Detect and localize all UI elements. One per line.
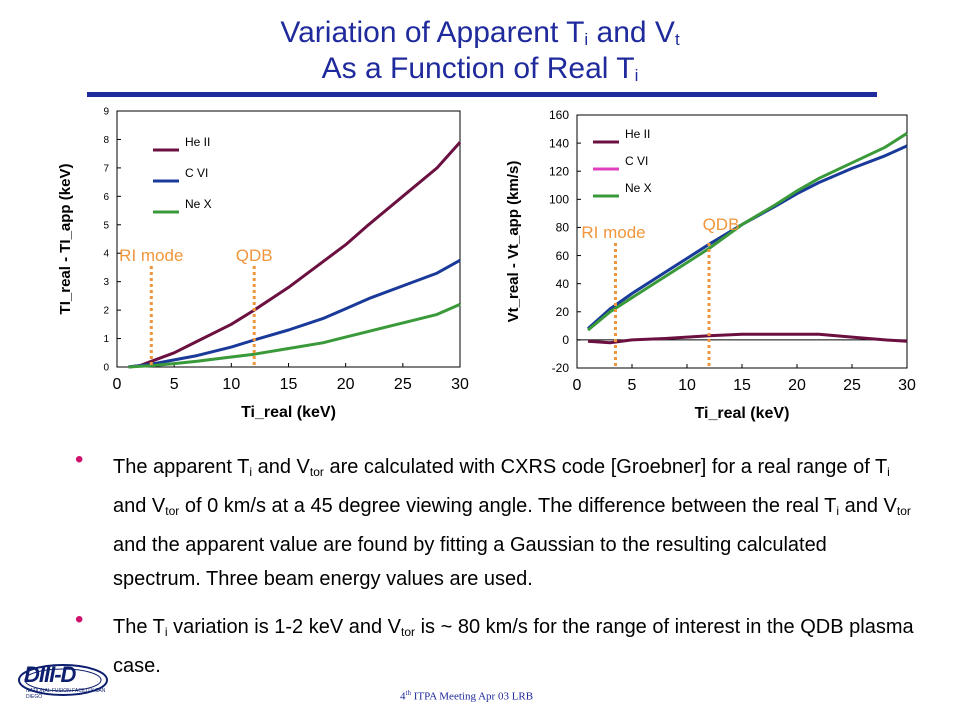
legend-label: C VI [185, 166, 208, 180]
legend-label: C VI [625, 154, 648, 168]
title-divider [87, 92, 877, 97]
y-tick-label: 5 [103, 220, 109, 231]
y-tick-label: 8 [103, 135, 109, 146]
x-tick-label: 0 [113, 376, 122, 393]
slide-title-line2: As a Function of Real Ti [0, 50, 960, 95]
marker-label: RI mode [581, 223, 645, 242]
bullet-subscript: i [836, 504, 840, 518]
marker-label: QDB [236, 246, 273, 265]
bullet-dot-icon: • [75, 606, 84, 633]
footer-prefix: 4 [400, 690, 406, 703]
y-tick-label: 1 [103, 334, 109, 345]
series-line [587, 332, 908, 345]
title-subscript: t [674, 30, 680, 49]
series-line [128, 258, 461, 369]
bullet-subscript: i [249, 465, 253, 479]
x-tick-label: 5 [628, 377, 637, 394]
y-tick-label: 20 [556, 305, 570, 319]
y-tick-label: 7 [103, 163, 109, 174]
x-axis-label: Ti_real (keV) [241, 404, 336, 421]
logo-subtext: NATIONAL FUSION FACILITY SAN DIEGO [26, 688, 106, 700]
bullet-subscript: tor [309, 465, 324, 479]
y-tick-label: 80 [556, 221, 570, 235]
y-tick-label: 0 [562, 333, 569, 347]
series-line [128, 303, 461, 369]
bullet-text: of 0 km/s at a 45 degree viewing angle. … [179, 495, 837, 517]
bullet-subscript: i [887, 465, 890, 479]
y-tick-label: 9 [103, 107, 109, 118]
x-tick-label: 0 [573, 377, 582, 394]
x-tick-label: 25 [394, 376, 412, 393]
bullet-item: • The Ti variation is 1-2 keV and Vtor is… [75, 606, 915, 683]
chart-ti-difference: 0 1 2 3 4 5 6 7 8 9 0 5 10 15 20 25 30 Ti_real (keV) TI_re… [57, 107, 469, 422]
y-tick-label: 160 [549, 108, 569, 122]
title-subscript: i [634, 66, 639, 85]
legend-label: He II [625, 127, 650, 141]
title-text: and V [588, 16, 675, 49]
bullet-text: are calculated with CXRS code [Groebner]… [323, 456, 888, 478]
bullet-text: variation is 1-2 keV and V [167, 616, 402, 638]
y-tick-label: 60 [556, 249, 570, 263]
x-axis-label: Ti_real (keV) [695, 405, 790, 422]
y-axis-label: Vt_real - Vt_app (km/s) [505, 161, 522, 323]
bullet-subscript: tor [165, 504, 180, 518]
bullet-subscript: tor [896, 504, 911, 518]
legend-label: He II [185, 135, 210, 149]
y-tick-label: 40 [556, 277, 570, 291]
bullet-text: and V [839, 495, 897, 517]
x-tick-label: 20 [788, 377, 806, 394]
y-tick-label: 6 [103, 192, 109, 203]
series-line [128, 141, 462, 369]
y-tick-label: 2 [103, 306, 109, 317]
bullet-dot-icon: • [75, 446, 84, 473]
legend-label: Ne X [625, 181, 652, 195]
bullet-text: The apparent T [113, 456, 250, 478]
y-tick-label: 0 [103, 363, 109, 374]
bullet-text: is ~ 80 km/s for the range of interest i… [113, 616, 914, 677]
bullet-subscript: tor [401, 625, 416, 639]
marker-label: QDB [703, 215, 740, 234]
y-tick-label: -20 [552, 361, 570, 375]
footer-sup: th [405, 689, 411, 697]
y-tick-label: 140 [549, 136, 569, 150]
y-tick-label: 120 [549, 164, 569, 178]
logo-text: DIII-D [24, 662, 76, 687]
diii-d-logo: DIII-D NATIONAL FUSION FACILITY SAN DIEG… [16, 660, 111, 708]
x-tick-label: 15 [280, 376, 298, 393]
bullet-subscript: i [164, 625, 168, 639]
slide-title-line1: Variation of Apparent Ti and Vt [0, 14, 960, 59]
legend-label: Ne X [185, 197, 212, 211]
title-text: Variation of Apparent T [280, 16, 585, 49]
bullet-item: • The apparent Ti and Vtor are calculated… [75, 446, 915, 596]
x-tick-label: 20 [337, 376, 355, 393]
title-subscript: i [584, 30, 589, 49]
x-tick-label: 10 [678, 377, 696, 394]
y-tick-label: 100 [549, 193, 569, 207]
marker-label: RI mode [119, 246, 183, 265]
logo-swoosh-icon [18, 664, 108, 696]
x-tick-label: 15 [733, 377, 751, 394]
bullet-list: • The apparent Ti and Vtor are calculated… [75, 446, 915, 683]
x-tick-label: 5 [170, 376, 179, 393]
bullet-text: The T [113, 616, 165, 638]
footer-rest: ITPA Meeting Apr 03 LRB [410, 690, 534, 703]
x-tick-label: 30 [451, 376, 469, 393]
plot-frame [576, 114, 908, 369]
series-line [587, 132, 908, 332]
y-tick-label: 4 [103, 249, 109, 260]
y-tick-label: 3 [103, 277, 109, 288]
bullet-text: and V [252, 456, 310, 478]
x-tick-label: 25 [843, 377, 861, 394]
bullet-text: and the apparent value are found by fitt… [113, 534, 827, 590]
y-axis-label: TI_real - TI_app (keV) [57, 164, 74, 315]
x-tick-label: 30 [898, 377, 916, 394]
bullet-text: and V [113, 495, 166, 517]
x-tick-label: 10 [222, 376, 240, 393]
title-text: As a Function of Real T [321, 52, 635, 85]
footer-text: 4th ITPA Meeting Apr 03 LRB [400, 689, 533, 703]
